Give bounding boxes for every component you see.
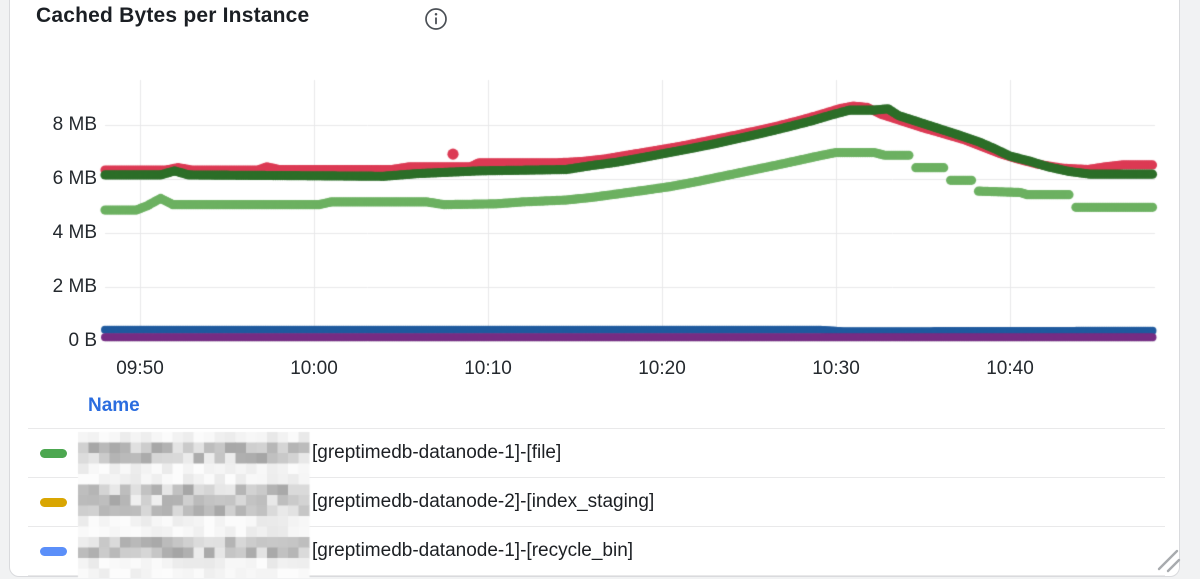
y-tick-label: 4 MB <box>52 222 97 243</box>
info-icon[interactable] <box>424 7 448 31</box>
x-tick-label: 10:30 <box>812 358 860 379</box>
legend-label: [greptimedb-datanode-2]-[index_staging] <box>312 491 655 512</box>
legend-row-recycle-bin[interactable]: [greptimedb-datanode-1]-[recycle_bin] <box>28 526 1165 576</box>
x-tick-label: 09:50 <box>116 358 164 379</box>
legend-label: [greptimedb-datanode-1]-[file] <box>312 442 562 463</box>
series-color-swatch <box>40 448 67 458</box>
y-tick-label: 8 MB <box>52 114 97 135</box>
panel-title: Cached Bytes per Instance <box>36 4 310 27</box>
x-tick-label: 10:00 <box>290 358 338 379</box>
series-color-swatch <box>40 546 67 556</box>
legend-name-header[interactable]: Name <box>88 395 140 416</box>
y-tick-label: 2 MB <box>52 276 97 297</box>
legend-row-index-staging[interactable]: [greptimedb-datanode-2]-[index_staging] <box>28 477 1165 526</box>
panel-resize-handle[interactable] <box>1154 546 1182 574</box>
legend-label: [greptimedb-datanode-1]-[recycle_bin] <box>312 540 634 561</box>
y-tick-label: 6 MB <box>52 168 97 189</box>
y-tick-label: 0 B <box>68 330 97 351</box>
x-tick-label: 10:40 <box>986 358 1034 379</box>
x-tick-label: 10:20 <box>638 358 686 379</box>
legend-table: [greptimedb-datanode-1]-[file] [greptime… <box>28 428 1165 576</box>
series-color-swatch <box>40 497 67 507</box>
x-tick-label: 10:10 <box>464 358 512 379</box>
legend-row-file[interactable]: [greptimedb-datanode-1]-[file] <box>28 428 1165 477</box>
